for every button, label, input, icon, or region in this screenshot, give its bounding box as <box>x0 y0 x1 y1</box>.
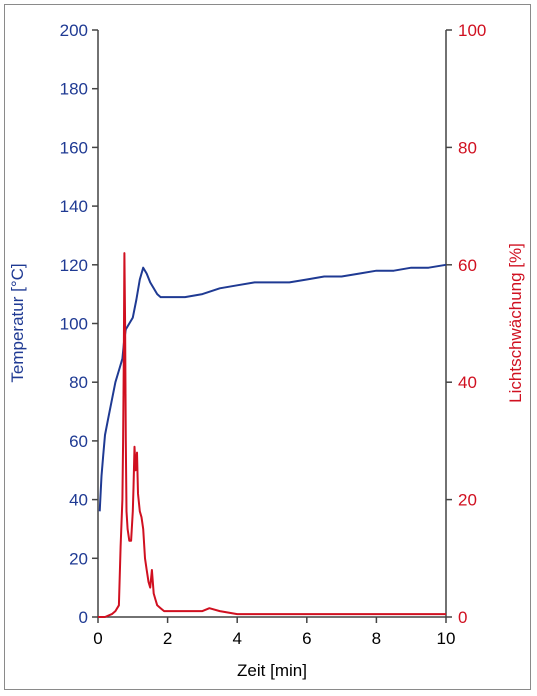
chart-frame: 0 20 40 60 80 100 120 140 160 180 200 0 20 40 60 80 100 0… <box>4 4 531 690</box>
y-left-tick-label: 60 <box>69 432 88 451</box>
y-left-tick-label: 100 <box>60 315 88 334</box>
y-left-tick-label: 200 <box>60 21 88 40</box>
y-right-tick-label: 100 <box>458 21 486 40</box>
y-right-tick-label: 40 <box>458 373 477 392</box>
x-tick-label: 6 <box>302 629 311 648</box>
x-tick-label: 8 <box>372 629 381 648</box>
y-left-tick-label: 160 <box>60 138 88 157</box>
x-tick-label: 4 <box>232 629 241 648</box>
y-right-tick-label: 80 <box>458 138 477 157</box>
x-axis-label: Zeit [min] <box>237 661 307 680</box>
x-tick-label: 0 <box>93 629 102 648</box>
y-left-tick-label: 0 <box>79 608 88 627</box>
temperature-line <box>98 263 447 512</box>
chart-svg: 0 20 40 60 80 100 120 140 160 180 200 0 20 40 60 80 100 0… <box>8 21 525 680</box>
y-left-tick-label: 180 <box>60 80 88 99</box>
y-right-tick-label: 0 <box>458 608 467 627</box>
y-left-tick-label: 80 <box>69 373 88 392</box>
y-left-tick-label: 140 <box>60 197 88 216</box>
y-left-tick-label: 20 <box>69 549 88 568</box>
y-right-axis-label: Lichtschwächung [%] <box>506 243 525 403</box>
y-right-tick-label: 60 <box>458 256 477 275</box>
x-tick-label: 2 <box>163 629 172 648</box>
light-attenuation-line <box>98 252 446 618</box>
series-group <box>98 252 447 618</box>
ticks: 0 20 40 60 80 100 120 140 160 180 200 0 20 40 60 80 100 0… <box>60 21 487 648</box>
y-left-tick-label: 40 <box>69 491 88 510</box>
y-left-axis-label: Temperatur [°C] <box>8 263 27 382</box>
y-right-tick-label: 20 <box>458 491 477 510</box>
x-tick-label: 10 <box>437 629 456 648</box>
y-left-tick-label: 120 <box>60 256 88 275</box>
